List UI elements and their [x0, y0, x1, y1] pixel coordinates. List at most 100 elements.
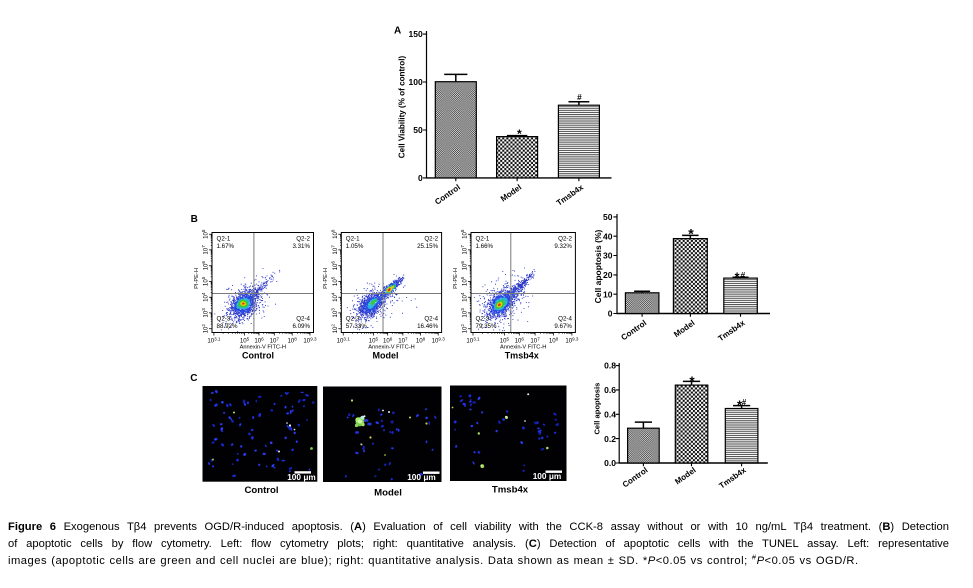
svg-text:50: 50	[603, 212, 613, 222]
svg-text:0.8: 0.8	[604, 361, 616, 371]
svg-text:Cell apoptosis: Cell apoptosis	[593, 383, 602, 435]
svg-text:B: B	[191, 214, 198, 225]
svg-text:6.09%: 6.09%	[292, 323, 310, 330]
svg-text:Tmsb4x: Tmsb4x	[716, 318, 747, 343]
svg-text:105: 105	[201, 276, 209, 286]
svg-text:108: 108	[460, 229, 468, 239]
svg-text:Q2-2: Q2-2	[558, 235, 572, 242]
svg-text:0: 0	[608, 309, 613, 319]
svg-text:Q2-3: Q2-3	[217, 316, 231, 323]
svg-text:106: 106	[515, 336, 525, 344]
svg-text:0: 0	[418, 173, 423, 183]
svg-text:104: 104	[331, 292, 339, 302]
svg-text:107: 107	[398, 336, 408, 344]
svg-text:106: 106	[201, 261, 209, 271]
svg-text:100 μm: 100 μm	[287, 472, 316, 482]
svg-text:107: 107	[270, 336, 280, 344]
svg-text:PI-PE-H: PI-PE-H	[194, 268, 200, 289]
svg-text:107: 107	[201, 245, 209, 255]
svg-text:105: 105	[460, 276, 468, 286]
svg-text:Q2-4: Q2-4	[558, 316, 572, 323]
svg-text:Control: Control	[244, 485, 278, 496]
svg-text:108: 108	[416, 336, 426, 344]
svg-text:16.46%: 16.46%	[417, 323, 438, 330]
svg-text:109.3: 109.3	[565, 336, 579, 344]
svg-text:Control: Control	[242, 351, 274, 361]
svg-text:108: 108	[549, 336, 559, 344]
svg-text:#: #	[742, 398, 747, 407]
svg-text:Q2-1: Q2-1	[346, 235, 360, 242]
svg-text:Q2-1: Q2-1	[217, 235, 231, 242]
svg-text:Q2-2: Q2-2	[296, 235, 310, 242]
svg-text:108: 108	[201, 229, 209, 239]
svg-text:107: 107	[530, 336, 540, 344]
svg-text:108: 108	[331, 229, 339, 239]
svg-text:Cell apoptosis (%): Cell apoptosis (%)	[593, 230, 603, 304]
svg-text:102: 102	[331, 324, 339, 334]
svg-text:0.2: 0.2	[604, 434, 616, 444]
svg-text:10: 10	[603, 289, 613, 299]
svg-text:103.1: 103.1	[337, 336, 351, 344]
svg-text:Tmsb4x: Tmsb4x	[555, 182, 586, 207]
svg-text:88.92%: 88.92%	[217, 323, 238, 330]
svg-text:#: #	[577, 93, 582, 102]
svg-text:A: A	[394, 26, 401, 37]
svg-text:*: *	[737, 397, 743, 412]
svg-text:Q2-4: Q2-4	[424, 316, 438, 323]
svg-text:79.35%: 79.35%	[476, 323, 497, 330]
svg-text:50: 50	[413, 125, 423, 135]
svg-text:Annexin-V FITC-H: Annexin-V FITC-H	[368, 345, 414, 351]
svg-text:103: 103	[201, 308, 209, 318]
svg-text:105: 105	[500, 336, 510, 344]
svg-text:Control: Control	[621, 466, 650, 490]
svg-text:1.67%: 1.67%	[217, 243, 235, 250]
svg-text:100 μm: 100 μm	[533, 471, 562, 481]
svg-text:103.1: 103.1	[207, 336, 221, 344]
svg-text:Model: Model	[673, 466, 697, 487]
svg-text:3.31%: 3.31%	[292, 243, 310, 250]
svg-text:104: 104	[460, 292, 468, 302]
svg-text:Annexin-V FITC-H: Annexin-V FITC-H	[240, 345, 286, 351]
svg-text:106: 106	[254, 336, 264, 344]
svg-text:*: *	[688, 226, 694, 242]
svg-text:107: 107	[460, 245, 468, 255]
svg-text:Q2-4: Q2-4	[296, 316, 310, 323]
svg-text:PI-PE-H: PI-PE-H	[323, 268, 329, 289]
svg-text:Q2-3: Q2-3	[476, 316, 490, 323]
svg-text:106: 106	[331, 261, 339, 271]
svg-text:Model: Model	[499, 183, 523, 204]
svg-text:100: 100	[409, 77, 423, 87]
svg-text:105: 105	[369, 336, 379, 344]
svg-text:109.3: 109.3	[303, 336, 317, 344]
svg-text:102: 102	[201, 324, 209, 334]
svg-text:Q2-1: Q2-1	[476, 235, 490, 242]
svg-text:Model: Model	[374, 488, 402, 499]
svg-text:105: 105	[331, 276, 339, 286]
svg-text:103: 103	[331, 308, 339, 318]
svg-text:Q2-3: Q2-3	[346, 316, 360, 323]
svg-text:103: 103	[460, 308, 468, 318]
svg-text:103.1: 103.1	[466, 336, 480, 344]
svg-text:#: #	[740, 270, 745, 280]
svg-text:104: 104	[201, 292, 209, 302]
svg-text:105: 105	[240, 336, 250, 344]
svg-text:*: *	[735, 270, 740, 284]
svg-text:*: *	[517, 127, 522, 141]
svg-text:109.3: 109.3	[432, 336, 446, 344]
svg-text:40: 40	[603, 231, 613, 241]
svg-text:108: 108	[288, 336, 298, 344]
svg-text:57.33%: 57.33%	[346, 323, 367, 330]
svg-text:20: 20	[603, 270, 613, 280]
svg-text:C: C	[190, 373, 197, 384]
svg-text:25.15%: 25.15%	[417, 243, 438, 250]
svg-text:150: 150	[409, 29, 423, 39]
svg-text:Cell Viability (% of control): Cell Viability (% of control)	[397, 56, 406, 159]
svg-text:Model: Model	[672, 318, 696, 339]
svg-text:9.32%: 9.32%	[554, 243, 572, 250]
svg-text:107: 107	[331, 245, 339, 255]
svg-text:1.66%: 1.66%	[476, 243, 494, 250]
svg-text:*: *	[689, 374, 695, 389]
svg-text:102: 102	[460, 324, 468, 334]
svg-text:Tmsb4x: Tmsb4x	[505, 351, 539, 361]
svg-text:Control: Control	[620, 318, 649, 342]
